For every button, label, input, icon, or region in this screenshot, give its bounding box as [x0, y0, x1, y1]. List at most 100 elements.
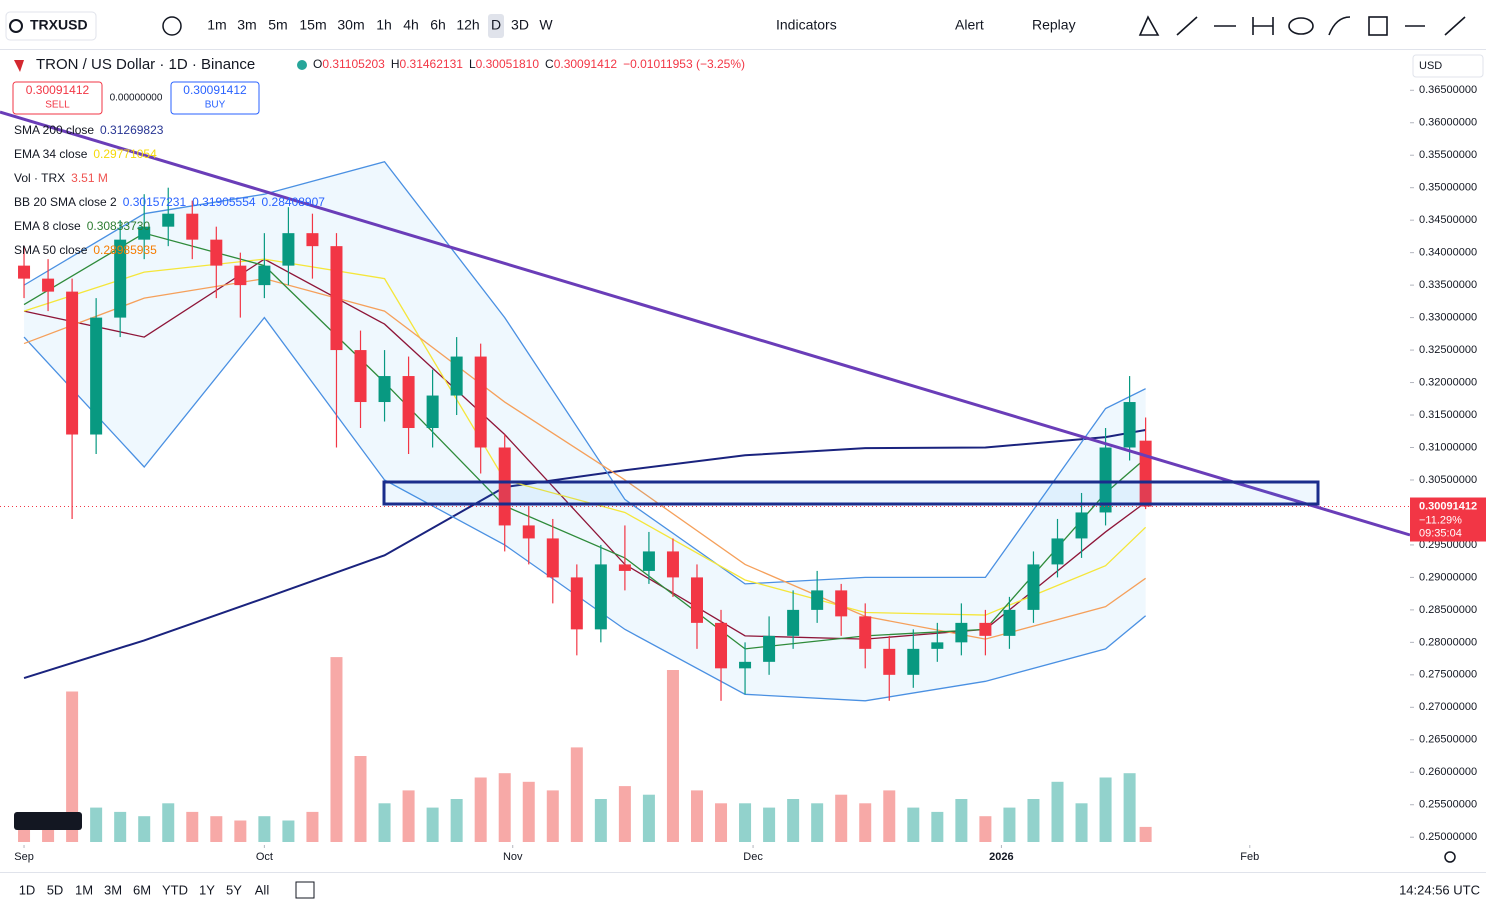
tool-icon[interactable]	[1138, 15, 1160, 36]
volume-bar	[522, 781, 535, 842]
candle-body	[450, 356, 463, 396]
range-button[interactable]: 1Y	[199, 882, 215, 897]
interval-button[interactable]: 3m	[237, 17, 256, 33]
candle-body	[66, 291, 79, 435]
volume-bar	[907, 807, 920, 842]
calendar-icon[interactable]	[295, 881, 315, 899]
interval-button[interactable]: D	[491, 17, 501, 33]
interval-button[interactable]: 12h	[456, 17, 479, 33]
y-tick-label: 0.28500000	[1419, 604, 1477, 616]
candle-body	[955, 622, 968, 643]
tool-icon[interactable]	[1368, 16, 1388, 36]
indicator-name: EMA 34 close	[14, 147, 88, 161]
tool-icon[interactable]	[1328, 16, 1351, 36]
change: −0.01011953 (−3.25%)	[623, 57, 745, 71]
interval-button[interactable]: W	[539, 17, 553, 33]
symbol-box[interactable]	[5, 11, 97, 41]
range-button[interactable]: 1D	[19, 882, 36, 897]
zone-rectangle	[382, 480, 1320, 506]
indicator-value: 3.51 M	[71, 171, 108, 185]
indicator-line	[23, 160, 1146, 585]
interval-button[interactable]: 3D	[511, 17, 529, 33]
interval-button[interactable]: 30m	[337, 17, 364, 33]
indicators-button[interactable]: Indicators	[776, 17, 837, 33]
interval-button[interactable]: 6h	[430, 17, 446, 33]
indicator-entry: EMA 8 close 0.30833730	[14, 219, 150, 233]
candle-body	[618, 564, 631, 571]
interval-button[interactable]: 15m	[299, 17, 326, 33]
trend-line	[0, 110, 1411, 537]
ohlc-value: 0.30091412	[554, 57, 618, 71]
last-price-badge	[1410, 497, 1486, 542]
range-button[interactable]: 6M	[133, 882, 151, 897]
tool-icon[interactable]	[1288, 17, 1314, 35]
ohlc-label: O	[313, 57, 322, 71]
toolbar	[0, 0, 1486, 50]
tool-icon[interactable]	[1176, 16, 1198, 36]
range-button[interactable]: 3M	[104, 882, 122, 897]
buy-price[interactable]: 0.30091412	[183, 83, 247, 97]
candle-body	[1027, 564, 1040, 610]
alert-button[interactable]: Alert	[955, 17, 984, 33]
volume-bar	[618, 786, 631, 842]
tool-icon[interactable]	[1252, 17, 1274, 35]
candle-body	[378, 376, 391, 403]
interval-button[interactable]: 4h	[403, 17, 419, 33]
indicator-line	[23, 258, 1147, 616]
interval-button[interactable]: 5m	[268, 17, 287, 33]
y-tick-label: 0.28000000	[1419, 636, 1477, 648]
candle-body	[859, 616, 872, 649]
countdown: 09:35:04	[1419, 527, 1462, 539]
symbol[interactable]: TRXUSD	[30, 17, 88, 33]
replay-button[interactable]: Replay	[1032, 17, 1076, 33]
range-button[interactable]: 5D	[47, 882, 64, 897]
tool-icon[interactable]	[1444, 16, 1466, 36]
range-button[interactable]: 1M	[75, 882, 93, 897]
candle-body	[234, 265, 247, 286]
candle-body	[90, 317, 103, 435]
volume-bar	[258, 816, 271, 842]
volume-bar	[570, 747, 583, 842]
indicator-name: EMA 8 close	[14, 219, 81, 233]
buy-label[interactable]: BUY	[205, 100, 226, 111]
volume-bar	[114, 811, 127, 842]
indicator-value: 0.28408907	[262, 195, 326, 209]
range-button[interactable]: YTD	[162, 882, 188, 897]
range-button[interactable]: All	[255, 882, 270, 897]
candle-body	[186, 213, 199, 240]
range-button[interactable]: 5Y	[226, 882, 242, 897]
currency[interactable]: USD	[1419, 60, 1442, 72]
interval-button[interactable]: 1h	[376, 17, 392, 33]
candle-body	[210, 239, 223, 266]
indicator-legend: SMA 200 close 0.31269823 EMA 34 close 0.297…	[14, 123, 325, 257]
volume-bar	[931, 811, 944, 842]
ohlc-value: 0.30051810	[476, 57, 540, 71]
volume-bar	[186, 811, 199, 842]
indicator-name: BB 20 SMA close 2	[14, 195, 117, 209]
ohlc-label: C	[545, 57, 554, 71]
sell-label[interactable]: SELL	[45, 100, 70, 111]
indicator-entry: SMA 200 close 0.31269823	[14, 123, 164, 137]
indicator-entry: BB 20 SMA close 2 0.30157231 0.31905554 0.2…	[14, 195, 325, 209]
sell-button[interactable]	[12, 81, 103, 115]
indicator-entry: Vol · TRX 3.51 M	[14, 171, 108, 185]
settings-icon[interactable]	[1444, 851, 1456, 863]
volume-bar	[282, 820, 295, 842]
candle-body	[474, 356, 487, 448]
x-tick-label: Sep	[14, 851, 34, 863]
last-change: −11.29%	[1419, 514, 1462, 526]
y-tick-label: 0.35000000	[1419, 182, 1477, 194]
volume-bar	[835, 794, 848, 842]
sell-price[interactable]: 0.30091412	[26, 83, 90, 97]
interval-button[interactable]: 1m	[207, 17, 226, 33]
symbol-title: TRON / US Dollar · 1D · Binance	[36, 56, 255, 73]
volume-bar	[666, 670, 679, 842]
buy-button[interactable]	[170, 81, 260, 115]
indicator-value: 0.30157231	[123, 195, 187, 209]
volume-bar	[378, 803, 391, 842]
add-icon[interactable]	[162, 16, 182, 36]
candle-body	[835, 590, 848, 617]
currency-select[interactable]	[1412, 54, 1484, 78]
volume-bar	[1139, 826, 1152, 842]
